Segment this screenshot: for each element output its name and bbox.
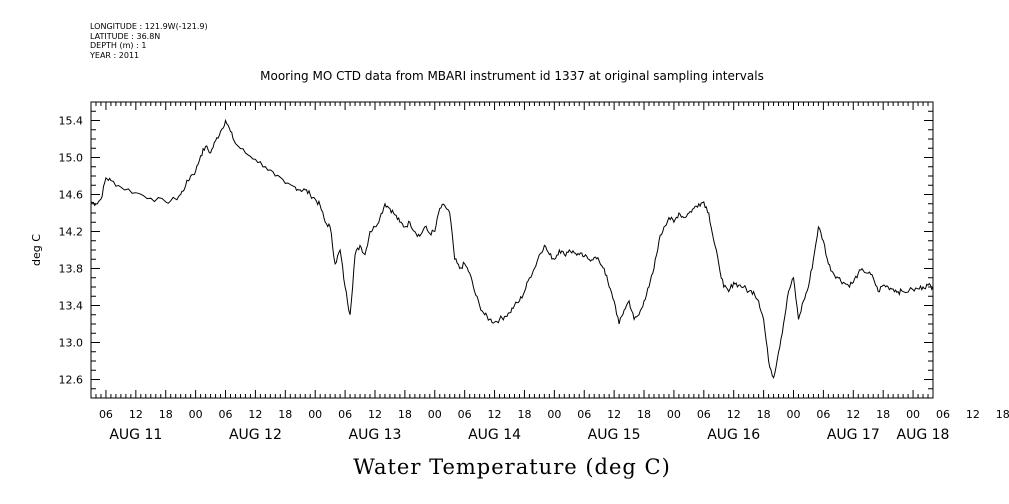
y-tick-label: 13.0	[59, 337, 84, 350]
x-hour-label: 12	[129, 408, 143, 421]
x-day-label: AUG 17	[827, 427, 880, 443]
x-day-label: AUG 15	[588, 427, 641, 443]
x-axis: 06 12 18 00 06 12 18 00 06 12 18 00 06 12 18 00 06 12 18 00…	[90, 102, 1009, 443]
x-hour-label: 00	[906, 408, 920, 421]
x-hour-label: 12	[488, 408, 502, 421]
x-hour-label: 06	[697, 408, 711, 421]
y-tick-label: 15.0	[59, 152, 84, 165]
x-hour-label: 00	[786, 408, 800, 421]
x-hour-label: 12	[846, 408, 860, 421]
x-hour-label: 18	[517, 408, 531, 421]
x-hour-label: 12	[607, 408, 621, 421]
x-hour-label: 06	[458, 408, 472, 421]
x-hour-label: 06	[219, 408, 233, 421]
y-tick-label: 14.2	[59, 226, 84, 239]
plot-frame	[90, 101, 934, 399]
x-hour-label: 12	[368, 408, 382, 421]
x-hour-label: 18	[278, 408, 292, 421]
x-hour-label: 00	[428, 408, 442, 421]
x-day-label: AUG 14	[468, 427, 521, 443]
y-axis: 12.6 13.0 13.4 13.8 14.2 14.6 15.0 15.4	[59, 101, 933, 390]
x-hour-label: 00	[308, 408, 322, 421]
y-tick-label: 13.8	[59, 263, 84, 276]
meta-line-longitude: LONGITUDE : 121.9W(-121.9)	[90, 22, 208, 31]
x-hour-label: 18	[996, 408, 1009, 421]
x-hour-label: 00	[547, 408, 561, 421]
y-tick-label: 12.6	[59, 374, 84, 387]
chart-title: Mooring MO CTD data from MBARI instrumen…	[260, 69, 764, 83]
x-hour-label: 18	[637, 408, 651, 421]
meta-line-year: YEAR : 2011	[90, 50, 140, 60]
water-temperature-series-line	[90, 118, 934, 379]
x-hour-label: 06	[338, 408, 352, 421]
x-day-label: AUG 11	[109, 427, 162, 443]
x-day-label: AUG 18	[897, 427, 950, 443]
meta-line-latitude: LATITUDE : 36.8N	[90, 31, 161, 41]
x-hour-label: 00	[667, 408, 681, 421]
x-day-label: AUG 13	[349, 427, 402, 443]
y-tick-label: 14.6	[59, 189, 84, 202]
x-hour-label: 06	[99, 408, 113, 421]
y-tick-label: 13.4	[59, 300, 84, 313]
x-hour-label: 18	[398, 408, 412, 421]
x-axis-label: Water Temperature (deg C)	[353, 455, 671, 479]
x-hour-label: 12	[727, 408, 741, 421]
x-hour-label: 06	[577, 408, 591, 421]
y-tick-label: 15.4	[59, 115, 84, 128]
meta-line-depth: DEPTH (m) : 1	[90, 41, 147, 50]
x-hour-label: 06	[816, 408, 830, 421]
x-hour-label: 12	[248, 408, 262, 421]
x-hour-label: 18	[159, 408, 173, 421]
x-hour-label: 12	[966, 408, 980, 421]
x-hour-label: 18	[876, 408, 890, 421]
metadata-block: LONGITUDE : 121.9W(-121.9) LATITUDE : 36…	[90, 22, 208, 60]
x-hour-label: 06	[936, 408, 950, 421]
x-hour-label: 18	[757, 408, 771, 421]
x-hour-label: 00	[189, 408, 203, 421]
y-axis-label: deg C	[30, 234, 43, 266]
x-day-label: AUG 16	[707, 427, 760, 443]
x-day-label: AUG 12	[229, 427, 282, 443]
